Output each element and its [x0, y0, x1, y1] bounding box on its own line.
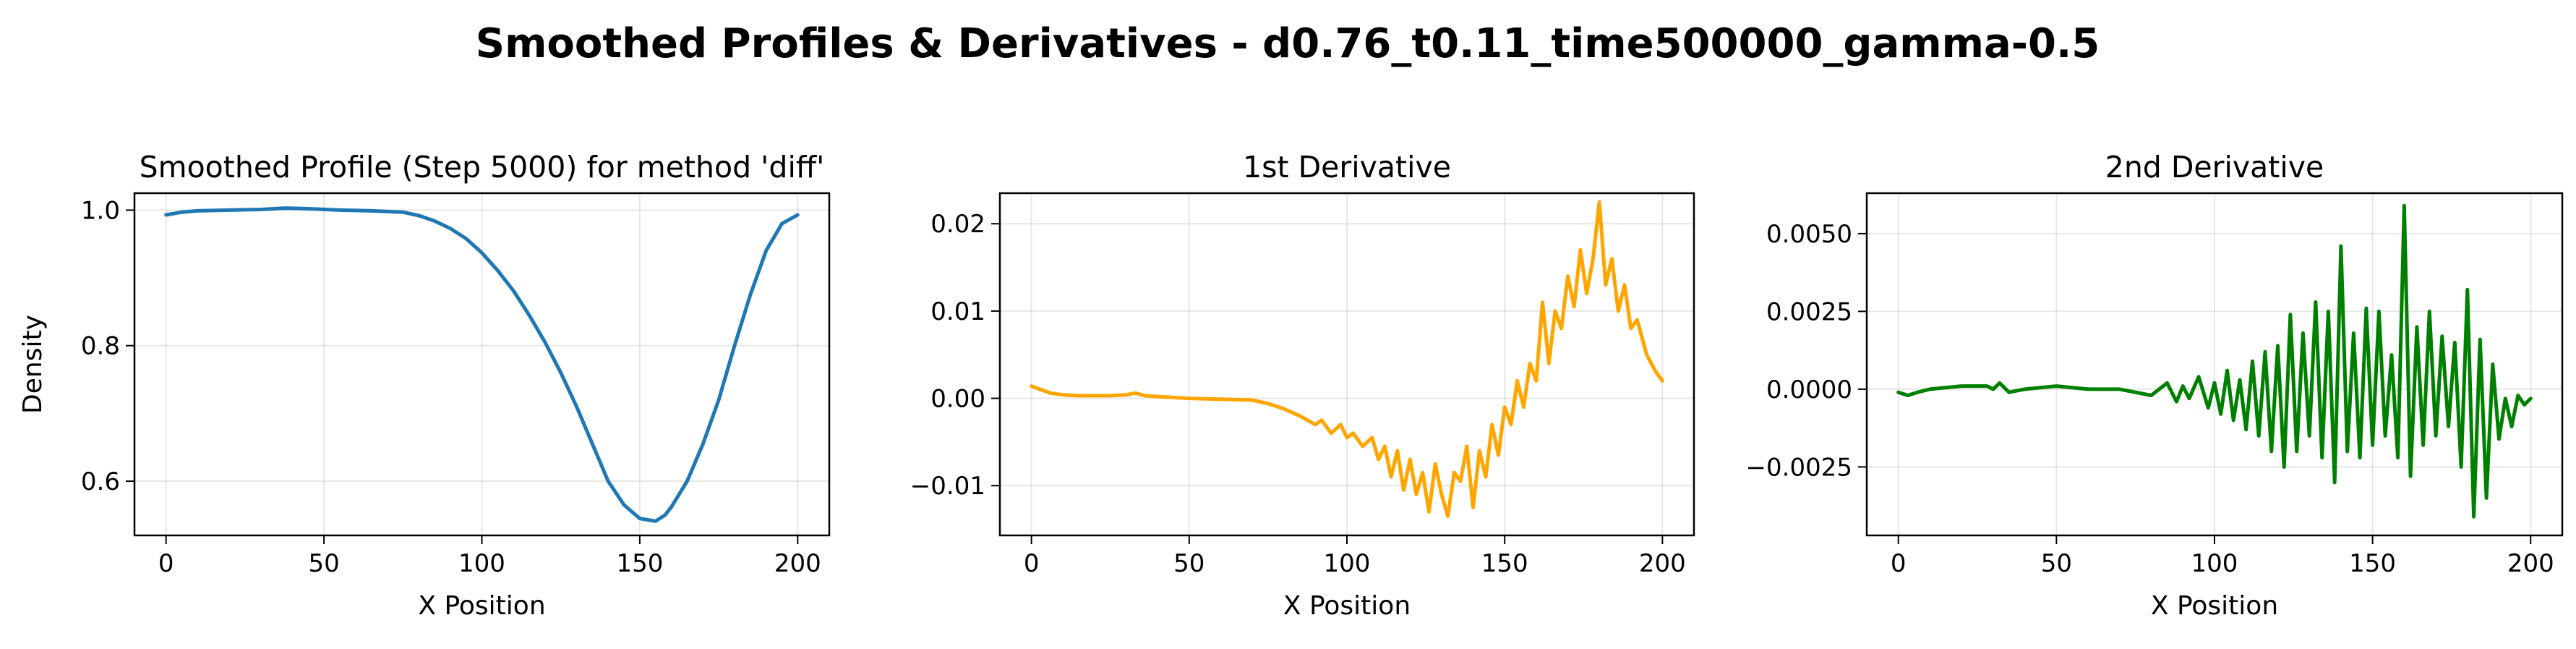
x-tick-label-0: 0 [1024, 549, 1040, 578]
subplot-title: Smoothed Profile (Step 5000) for method … [140, 150, 825, 184]
y-tick-label-0-0050: 0.0050 [1766, 220, 1852, 249]
x-axis-label: X Position [2151, 591, 2278, 621]
x-tick-label-150: 150 [616, 549, 663, 578]
x-tick-label-100: 100 [458, 549, 505, 578]
subplot-2: 0 50 100 150 200 −0.01 0.00 0.01 0.02 1st Derivat… [910, 150, 1695, 621]
x-tick-label-150: 150 [1481, 549, 1528, 578]
subplot-title: 1st Derivative [1243, 150, 1451, 184]
y-axis-label: Density [18, 315, 48, 414]
figure-suptitle: Smoothed Profiles & Derivatives - d0.76_… [476, 20, 2100, 67]
y-tick-label-0-0025: −0.0025 [1746, 453, 1852, 482]
x-tick-label-50: 50 [308, 549, 339, 578]
x-tick-label-200: 200 [2507, 549, 2554, 578]
series-line-2 [1030, 200, 1664, 518]
series-line-3 [1896, 203, 2533, 519]
subplot-title: 2nd Derivative [2105, 150, 2324, 184]
y-tick-label-1-0: 1.0 [81, 196, 120, 225]
y-tick-label-0-0025: 0.0025 [1766, 297, 1852, 326]
series-line-1 [164, 206, 800, 523]
x-tick-label-200: 200 [774, 549, 821, 578]
y-tick-label-0-0000: 0.0000 [1766, 376, 1852, 404]
y-tick-label-0-00: 0.00 [930, 385, 985, 414]
y-tick-label-0-8: 0.8 [81, 332, 120, 361]
y-tick-label-0-6: 0.6 [81, 467, 120, 496]
x-tick-label-150: 150 [2349, 549, 2396, 578]
x-tick-label-50: 50 [2041, 549, 2072, 578]
x-axis-label: X Position [418, 591, 545, 621]
subplot-3: 0 50 100 150 200 −0.0025 0.0000 0.0025 0.0050 2nd… [1746, 150, 2564, 621]
x-tick-label-50: 50 [1173, 549, 1204, 578]
x-tick-label-100: 100 [1324, 549, 1371, 578]
subplot-1: 0 50 100 150 200 0.6 0.8 1.0 Smoothed Profile (S… [18, 150, 831, 621]
x-tick-label-0: 0 [1891, 549, 1907, 578]
x-tick-label-100: 100 [2191, 549, 2238, 578]
y-tick-label-0-01: 0.01 [930, 297, 985, 326]
y-tick-label-0-01: −0.01 [910, 472, 985, 501]
x-tick-label-200: 200 [1639, 549, 1686, 578]
y-tick-label-0-02: 0.02 [930, 210, 985, 239]
x-axis-label: X Position [1283, 591, 1411, 621]
x-tick-label-0: 0 [158, 549, 174, 578]
